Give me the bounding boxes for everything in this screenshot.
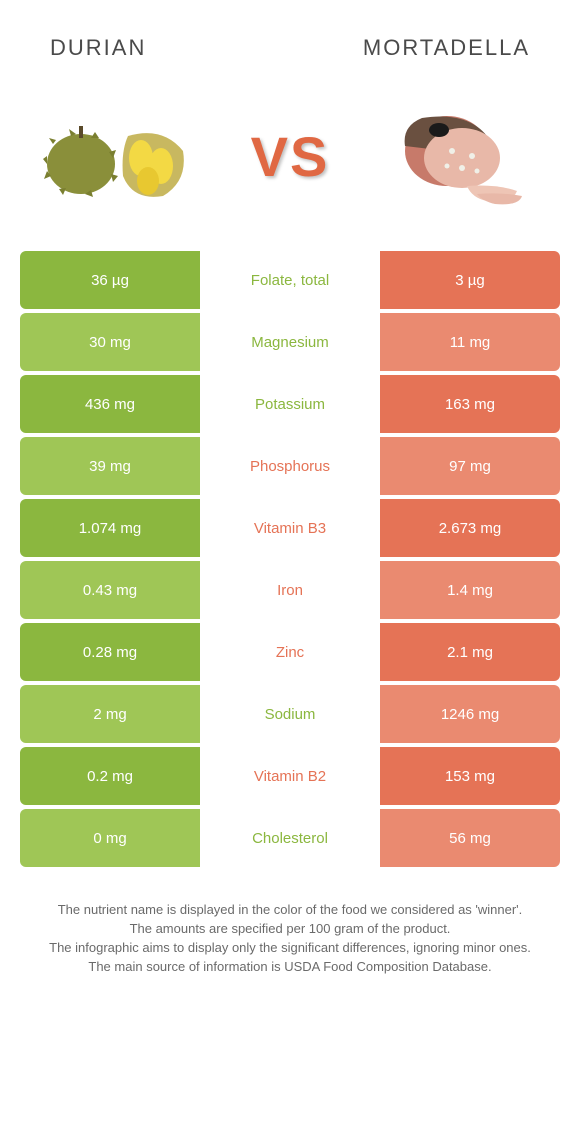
right-value: 163 mg	[380, 375, 560, 433]
table-row: 2 mgSodium1246 mg	[20, 685, 560, 743]
left-value: 0 mg	[20, 809, 200, 867]
table-row: 0 mgCholesterol56 mg	[20, 809, 560, 867]
nutrient-label: Magnesium	[200, 313, 380, 371]
titles-row: DURIAN MORTADELLA	[0, 0, 580, 81]
footnotes: The nutrient name is displayed in the co…	[0, 871, 580, 976]
left-value: 39 mg	[20, 437, 200, 495]
right-value: 1246 mg	[380, 685, 560, 743]
table-row: 0.2 mgVitamin B2153 mg	[20, 747, 560, 805]
right-value: 97 mg	[380, 437, 560, 495]
nutrient-label: Iron	[200, 561, 380, 619]
images-row: VS	[0, 81, 580, 251]
right-value: 3 µg	[380, 251, 560, 309]
comparison-table: 36 µgFolate, total3 µg30 mgMagnesium11 m…	[0, 251, 580, 867]
footnote: The nutrient name is displayed in the co…	[20, 901, 560, 920]
nutrient-label: Vitamin B3	[200, 499, 380, 557]
nutrient-label: Phosphorus	[200, 437, 380, 495]
nutrient-label: Sodium	[200, 685, 380, 743]
table-row: 0.43 mgIron1.4 mg	[20, 561, 560, 619]
table-row: 0.28 mgZinc2.1 mg	[20, 623, 560, 681]
left-value: 2 mg	[20, 685, 200, 743]
vs-label: VS	[251, 124, 330, 189]
nutrient-label: Zinc	[200, 623, 380, 681]
footnote: The main source of information is USDA F…	[20, 958, 560, 977]
table-row: 436 mgPotassium163 mg	[20, 375, 560, 433]
right-value: 11 mg	[380, 313, 560, 371]
left-value: 30 mg	[20, 313, 200, 371]
table-row: 1.074 mgVitamin B32.673 mg	[20, 499, 560, 557]
durian-image	[40, 91, 205, 221]
right-value: 56 mg	[380, 809, 560, 867]
left-value: 436 mg	[20, 375, 200, 433]
table-row: 36 µgFolate, total3 µg	[20, 251, 560, 309]
left-value: 0.43 mg	[20, 561, 200, 619]
left-value: 0.2 mg	[20, 747, 200, 805]
right-value: 153 mg	[380, 747, 560, 805]
nutrient-label: Cholesterol	[200, 809, 380, 867]
table-row: 39 mgPhosphorus97 mg	[20, 437, 560, 495]
nutrient-label: Vitamin B2	[200, 747, 380, 805]
right-value: 1.4 mg	[380, 561, 560, 619]
nutrient-label: Potassium	[200, 375, 380, 433]
footnote: The amounts are specified per 100 gram o…	[20, 920, 560, 939]
right-value: 2.1 mg	[380, 623, 560, 681]
mortadella-image	[375, 91, 540, 221]
left-title: DURIAN	[50, 35, 146, 61]
left-value: 1.074 mg	[20, 499, 200, 557]
footnote: The infographic aims to display only the…	[20, 939, 560, 958]
table-row: 30 mgMagnesium11 mg	[20, 313, 560, 371]
right-title: MORTADELLA	[363, 35, 530, 61]
nutrient-label: Folate, total	[200, 251, 380, 309]
left-value: 0.28 mg	[20, 623, 200, 681]
left-value: 36 µg	[20, 251, 200, 309]
right-value: 2.673 mg	[380, 499, 560, 557]
